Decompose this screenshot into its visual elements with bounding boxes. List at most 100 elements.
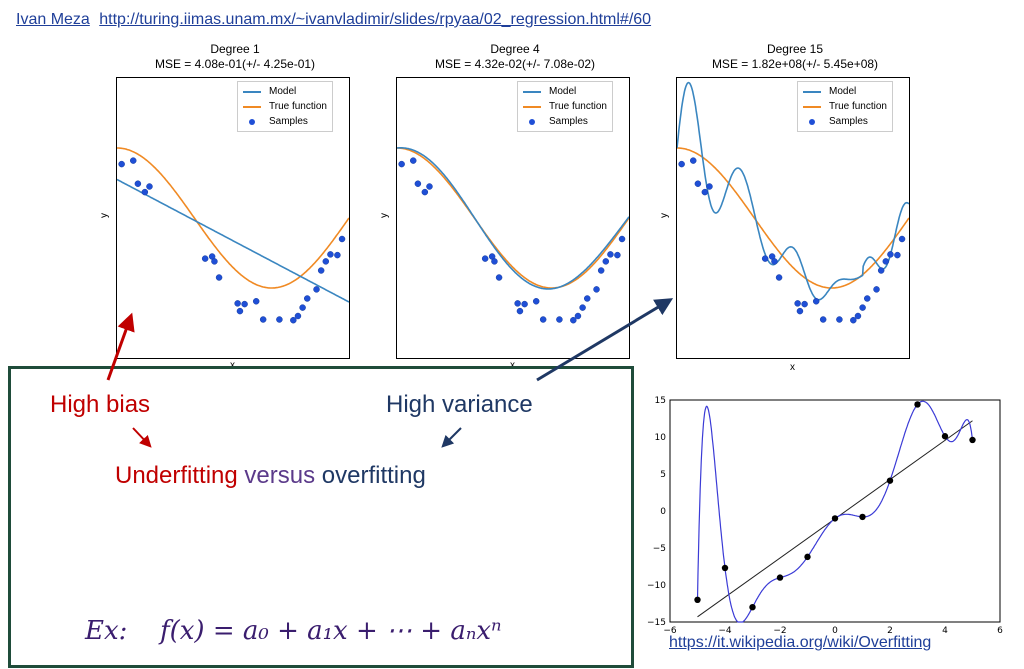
sample-point: [812, 298, 820, 305]
data-point: [969, 436, 976, 444]
sample-point: [236, 307, 244, 315]
sample-point: [775, 274, 783, 281]
sample-point: [894, 251, 901, 259]
x-axis-label: x: [510, 360, 515, 371]
sample-point: [294, 312, 302, 320]
y-tick-label: −15: [647, 618, 666, 628]
legend: Model True function Samples: [517, 81, 613, 132]
true-function-swatch: [803, 105, 821, 108]
sample-point: [516, 307, 524, 315]
sample-point: [602, 258, 610, 265]
sample-point: [481, 255, 489, 262]
sample-point: [521, 300, 528, 308]
sample-point: [146, 183, 153, 190]
sample-point: [771, 258, 778, 265]
sample-point: [836, 316, 843, 323]
x-tick-label: 0: [832, 626, 838, 636]
sample-point: [241, 300, 248, 308]
sample-point: [556, 316, 563, 323]
data-point: [941, 433, 949, 440]
data-point: [749, 604, 756, 611]
x-tick-label: −4: [718, 626, 732, 636]
x-axis-label: x: [230, 360, 235, 371]
legend-model: Model: [269, 86, 297, 97]
high-bias-label: High bias: [50, 391, 151, 418]
x-tick-label: 2: [887, 626, 893, 636]
samples-swatch: [249, 118, 255, 125]
plot-subtitle: MSE = 1.82e+08(+/- 5.45e+08): [711, 57, 879, 71]
sample-point: [898, 235, 906, 243]
sample-point: [761, 255, 769, 262]
author-link[interactable]: Ivan Meza: [16, 11, 90, 28]
model-swatch: [523, 90, 541, 93]
x-tick-label: 4: [942, 626, 948, 636]
sample-point: [317, 267, 325, 274]
sample-point: [252, 298, 260, 305]
wiki-plot-canvas: −6 −4 −2 0 2 4 6 −15 −10 −5 0 5 10 15: [647, 396, 1003, 636]
legend-samples: Samples: [829, 116, 868, 127]
data-point: [859, 513, 866, 521]
underfitting-versus-overfitting: Underfitting versus overfitting: [115, 462, 426, 490]
sample-point: [141, 188, 149, 196]
true-function-swatch: [243, 105, 261, 108]
model-swatch: [243, 90, 261, 93]
sample-point: [259, 316, 267, 323]
sample-point: [322, 258, 330, 265]
plot-canvas: [117, 147, 349, 324]
wikipedia-overfitting-chart: −6 −4 −2 0 2 4 6 −15 −10 −5 0 5 10 15: [640, 392, 1010, 637]
true-function-swatch: [523, 105, 541, 108]
sample-point: [819, 316, 827, 323]
wikipedia-link[interactable]: https://it.wikipedia.org/wiki/Overfittin…: [669, 634, 932, 651]
sample-point: [796, 307, 804, 315]
sample-point: [299, 304, 306, 311]
sample-point: [134, 180, 142, 187]
sample-point: [607, 251, 614, 258]
model-swatch: [803, 90, 821, 93]
x-tick-label: −2: [773, 626, 786, 636]
y-tick-label: 5: [660, 470, 666, 480]
y-tick-label: −5: [653, 544, 666, 554]
sample-point: [334, 251, 341, 259]
true-function-line: [677, 147, 909, 289]
plot-subtitle: MSE = 4.08e-01(+/- 4.25e-01): [154, 57, 316, 71]
sample-point: [850, 316, 857, 324]
sample-point: [491, 258, 498, 265]
y-tick-label: 0: [660, 507, 666, 517]
sample-point: [854, 312, 862, 320]
sample-point: [877, 267, 885, 274]
explanation-box: [8, 366, 634, 668]
source-url-link[interactable]: http://turing.iimas.unam.mx/~ivanvladimi…: [99, 11, 652, 28]
sample-point: [694, 180, 702, 187]
example-label: Ex:: [85, 616, 128, 646]
high-variance-label: High variance: [386, 391, 533, 418]
x-tick-label: −6: [663, 626, 677, 636]
sample-point: [593, 286, 600, 293]
overfitting-word: overfitting: [321, 462, 426, 489]
y-axis-label: y: [379, 213, 390, 218]
data-point: [721, 564, 729, 572]
legend-model: Model: [549, 86, 577, 97]
versus-word: versus: [244, 462, 316, 489]
sample-point: [859, 304, 866, 311]
sample-point: [398, 160, 405, 168]
legend-true-function: True function: [269, 101, 327, 112]
sample-point: [689, 157, 697, 164]
model-line: [677, 81, 909, 301]
sample-point: [706, 183, 713, 190]
plot-title: Degree 4: [490, 42, 540, 56]
sample-point: [887, 251, 894, 258]
sample-point: [129, 157, 137, 164]
data-point: [831, 515, 839, 522]
sample-point: [539, 316, 547, 323]
sample-point: [495, 274, 503, 281]
model-line: [397, 147, 629, 290]
sample-point: [863, 295, 871, 302]
example-formula: f(x) = a₀ + a₁x + ⋯ + aₙxⁿ: [160, 616, 502, 646]
plot-title: Degree 15: [766, 42, 824, 56]
x-axis-label: x: [790, 362, 795, 373]
data-point: [694, 596, 701, 603]
sample-point: [873, 286, 880, 293]
sample-point: [409, 157, 417, 164]
y-axis-label: y: [659, 213, 670, 218]
sample-point: [234, 300, 241, 307]
